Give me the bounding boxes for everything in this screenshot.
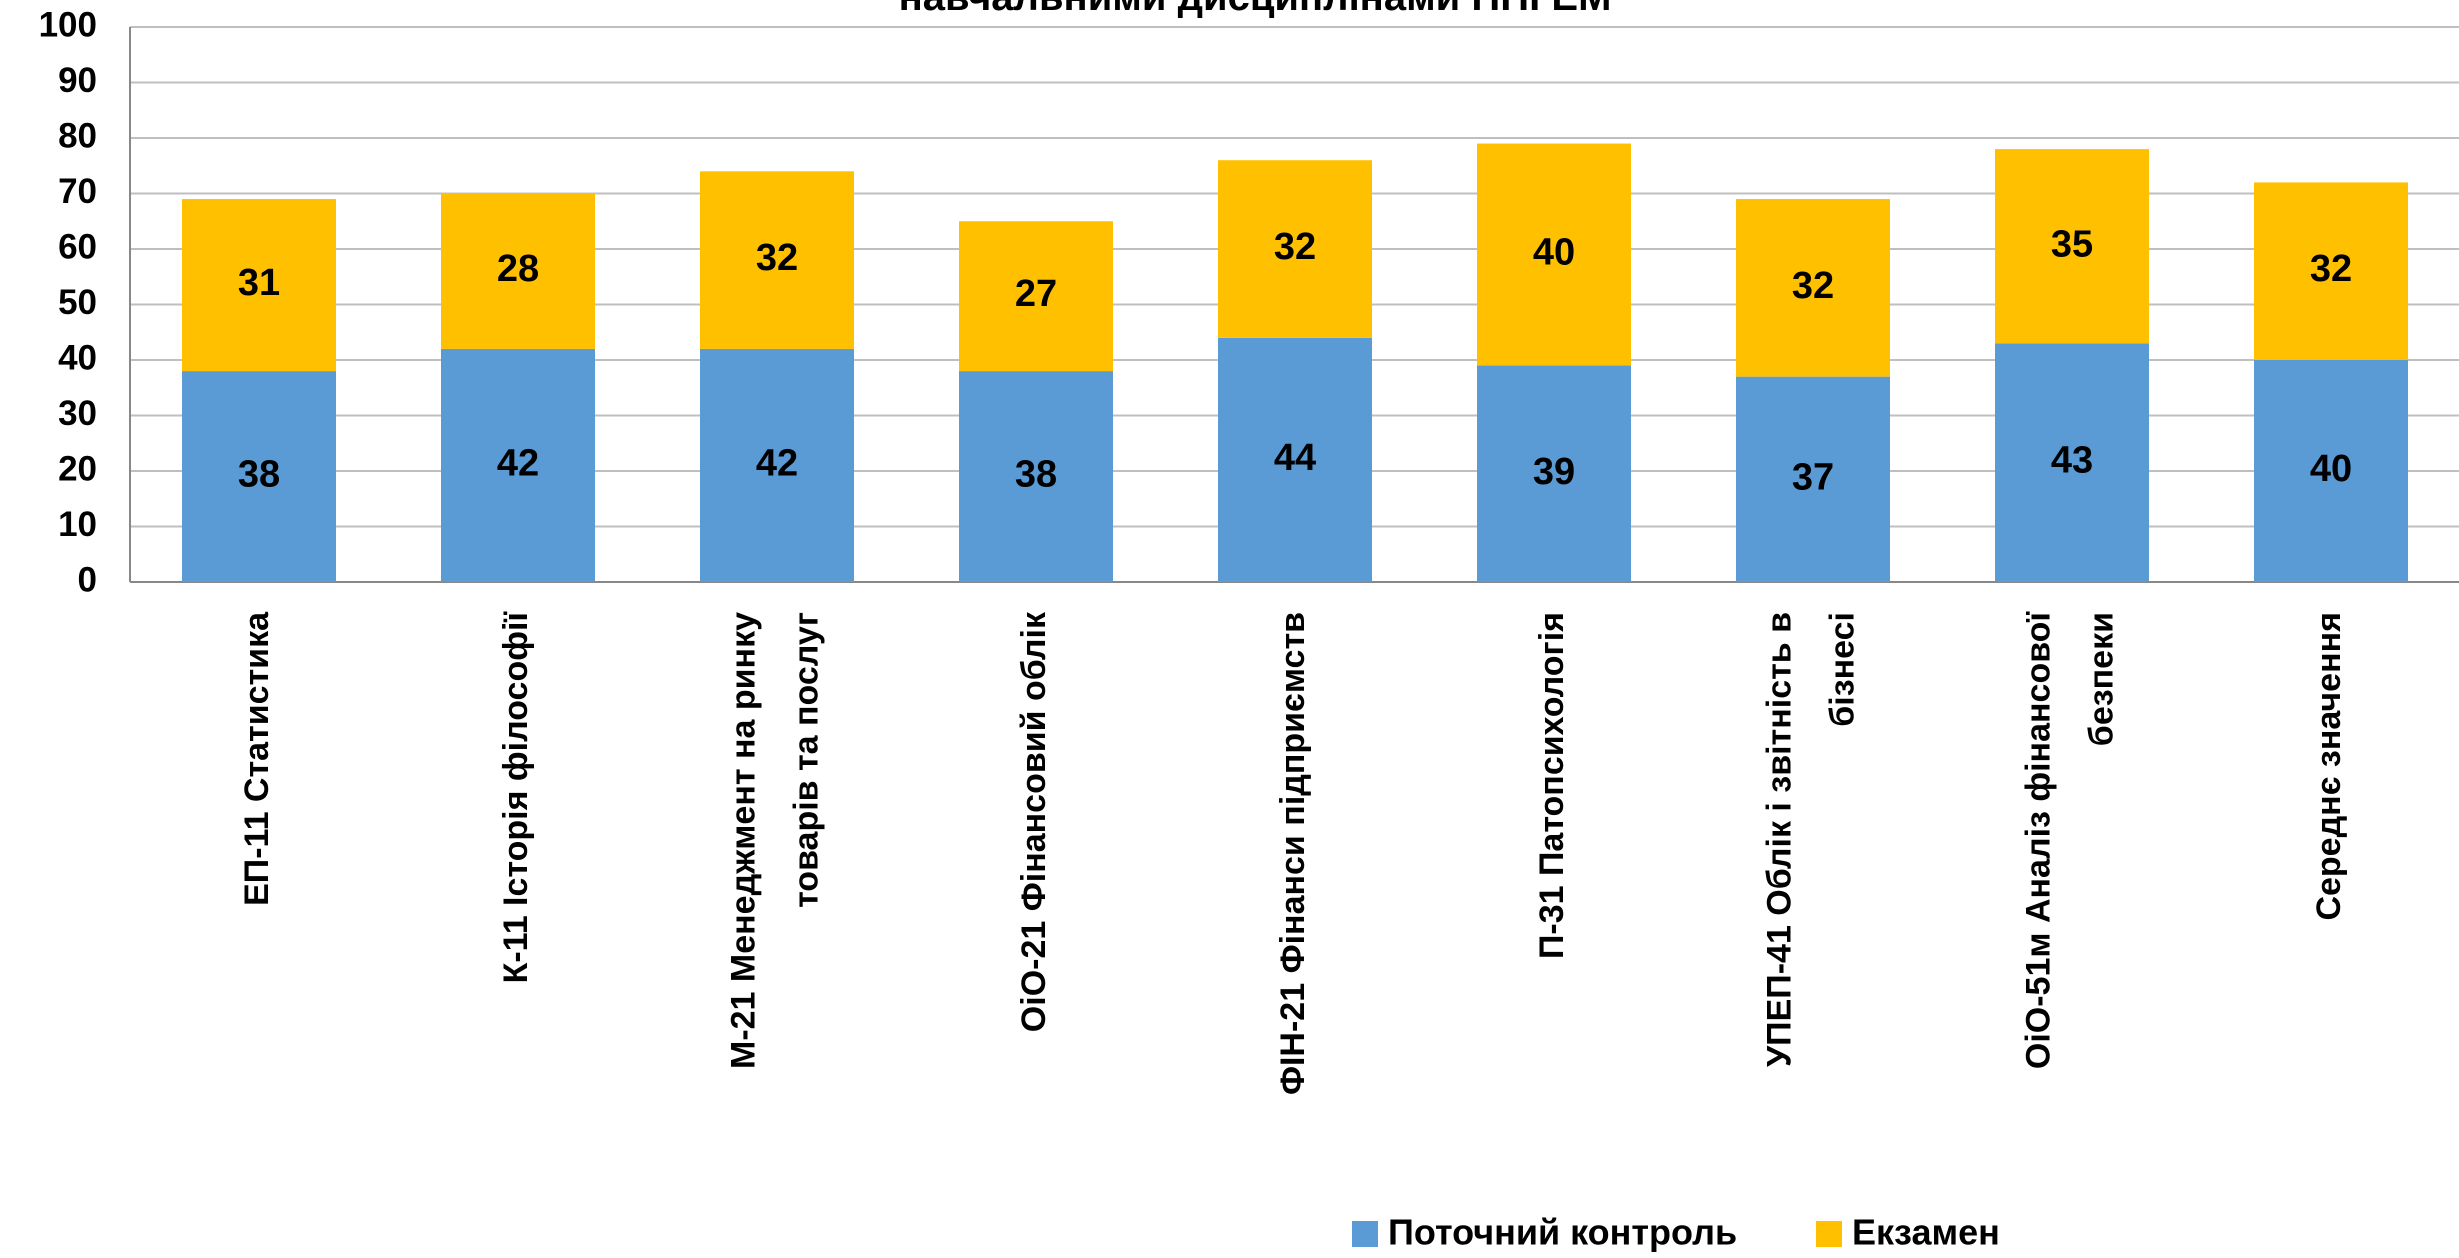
data-label: 40 [1533,232,1575,274]
data-label: 32 [1274,226,1316,268]
data-label: 31 [238,262,280,304]
data-label: 40 [2310,448,2352,490]
bar-segment [182,371,336,582]
bar-segment [1995,149,2149,344]
y-tick-label: 40 [58,338,97,377]
chart-title: навчальними дисциплінами ННІ ЕМ [899,0,1612,19]
y-tick-label: 10 [58,505,97,544]
x-tick-label: ОіО-51м Аналіз фінансової [2019,611,2057,1070]
x-tick-label: бізнесі [1823,612,1861,727]
x-tick-label: П-31 Патопсихологія [1533,612,1571,959]
data-label: 35 [2051,223,2093,265]
data-label: 38 [238,454,280,496]
data-label: 37 [1792,456,1834,498]
bar-segment [1995,343,2149,582]
data-label: 32 [756,237,798,279]
bar-segment [1218,160,1372,338]
data-label: 44 [1274,437,1316,479]
bar-segment [959,371,1113,582]
legend-label: Поточний контроль [1388,1212,1737,1253]
data-label: 28 [497,248,539,290]
y-tick-label: 30 [58,394,97,433]
bar-segment [2254,182,2408,360]
bar-segment [700,171,854,349]
data-label: 42 [497,442,539,484]
y-tick-label: 20 [58,449,97,488]
data-label: 42 [756,442,798,484]
y-tick-label: 90 [58,61,97,100]
bar-segment [1218,337,1372,582]
bar-segment [1736,376,1890,582]
bar-segment [959,221,1113,372]
data-label: 27 [1015,273,1057,315]
bar-segment [1736,199,1890,377]
x-tick-label: К-11 Історія філософії [497,611,535,984]
y-tick-label: 100 [39,5,97,44]
y-tick-label: 50 [58,283,97,322]
y-tick-label: 70 [58,172,97,211]
data-label: 39 [1533,451,1575,493]
bar-segment [2254,360,2408,582]
bar-segment [1477,365,1631,582]
legend-swatch [1816,1221,1842,1247]
x-tick-label: ЕП-11 Статистика [238,611,276,906]
x-tick-label: ФІН-21 Фінанси підприємств [1274,612,1312,1095]
legend-swatch [1352,1221,1378,1247]
data-label: 38 [1015,454,1057,496]
data-label: 32 [2310,248,2352,290]
y-tick-label: 0 [78,560,97,599]
x-tick-label: товарів та послуг [787,612,825,908]
bar-segment [441,348,595,582]
data-label: 43 [2051,440,2093,482]
x-tick-label: ОіО-21 Фінансовий облік [1015,611,1053,1032]
x-tick-label: УПЕП-41 Облік і звітність в [1760,612,1798,1067]
y-tick-label: 80 [58,116,97,155]
bar-segment [700,348,854,582]
legend-label: Екзамен [1852,1212,2000,1253]
x-tick-label: безпеки [2082,612,2120,746]
y-tick-label: 60 [58,227,97,266]
x-tick-label: Середнє значення [2310,612,2348,921]
x-tick-label: М-21 Менеджмент на ринку [724,612,762,1069]
data-label: 32 [1792,265,1834,307]
bar-segment [1477,143,1631,366]
bar-segment [182,199,336,372]
bar-segment [441,193,595,349]
